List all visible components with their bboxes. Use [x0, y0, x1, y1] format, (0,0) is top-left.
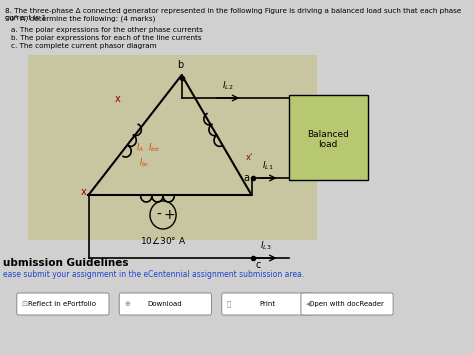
- Text: x: x: [81, 187, 87, 197]
- Text: Open with docReader: Open with docReader: [309, 301, 384, 307]
- Text: $I_{L1}$: $I_{L1}$: [262, 159, 273, 172]
- Text: +: +: [164, 208, 175, 222]
- Text: 🖨: 🖨: [227, 301, 231, 307]
- Text: ⊡: ⊡: [21, 301, 27, 307]
- FancyBboxPatch shape: [301, 293, 393, 315]
- Text: a. The polar expressions for the other phase currents: a. The polar expressions for the other p…: [11, 27, 203, 33]
- Text: 8. The three-phase Δ connected generator represented in the following Figure is : 8. The three-phase Δ connected generator…: [5, 8, 461, 21]
- Text: x': x': [246, 153, 253, 163]
- Text: b. The polar expressions for each of the line currents: b. The polar expressions for each of the…: [11, 35, 202, 41]
- Bar: [289, 95, 368, 180]
- Text: $I_{L3}$: $I_{L3}$: [260, 240, 271, 252]
- Text: $I_{L2}$: $I_{L2}$: [222, 80, 234, 92]
- Text: $I_A$: $I_A$: [136, 142, 144, 154]
- Text: ◀: ◀: [306, 301, 311, 307]
- Text: ubmission Guidelines: ubmission Guidelines: [3, 258, 128, 268]
- Text: Print: Print: [259, 301, 275, 307]
- FancyBboxPatch shape: [119, 293, 211, 315]
- Bar: [28, 55, 317, 240]
- Text: $I_{bc}$: $I_{bc}$: [139, 157, 150, 169]
- Text: 30° A, determine the following: (4 marks): 30° A, determine the following: (4 marks…: [5, 16, 155, 23]
- Text: x: x: [115, 94, 120, 104]
- Text: Reflect in ePortfolio: Reflect in ePortfolio: [28, 301, 96, 307]
- Text: Download: Download: [147, 301, 182, 307]
- FancyBboxPatch shape: [222, 293, 314, 315]
- Text: b: b: [177, 60, 183, 70]
- Text: ease submit your assignment in the eCentennial assignment submission area.: ease submit your assignment in the eCent…: [3, 270, 304, 279]
- Text: load: load: [318, 140, 337, 149]
- Text: Balanced: Balanced: [307, 130, 349, 139]
- Text: ⊕: ⊕: [124, 301, 130, 307]
- Text: c. The complete current phasor diagram: c. The complete current phasor diagram: [11, 43, 157, 49]
- Text: -: -: [156, 208, 161, 222]
- Text: 10$\angle$30° A: 10$\angle$30° A: [140, 235, 186, 246]
- Text: $I_{bb}$: $I_{bb}$: [148, 142, 160, 154]
- Text: a: a: [244, 173, 250, 183]
- FancyBboxPatch shape: [17, 293, 109, 315]
- Text: c: c: [255, 260, 261, 270]
